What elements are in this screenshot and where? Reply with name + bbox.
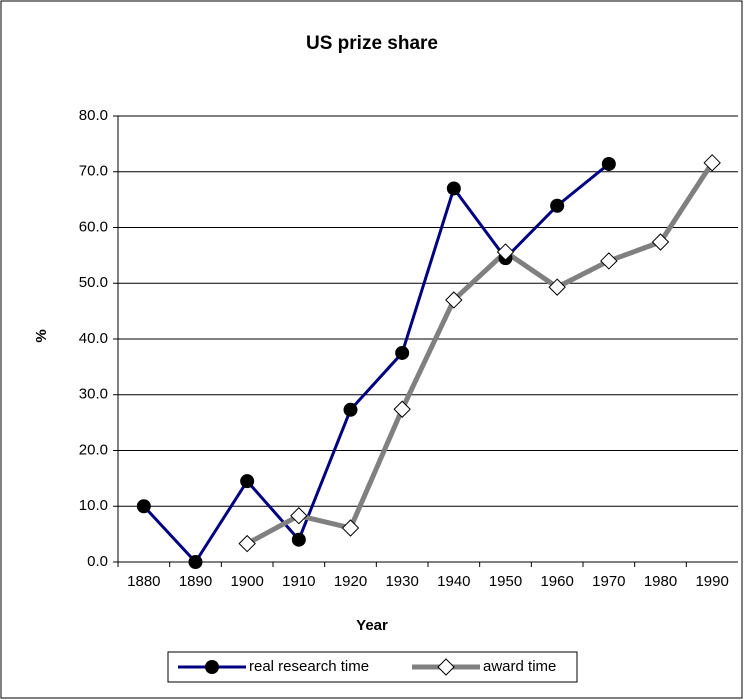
data-point xyxy=(446,181,461,196)
x-tick-label: 1900 xyxy=(230,573,263,590)
data-point xyxy=(703,154,721,172)
y-tick-label: 60.0 xyxy=(79,218,108,235)
legend-marker xyxy=(437,658,455,676)
data-point xyxy=(343,402,358,417)
data-point xyxy=(341,519,360,537)
data-point xyxy=(238,534,256,553)
data-point xyxy=(496,243,515,261)
data-point xyxy=(290,507,308,525)
data-point xyxy=(291,532,306,547)
y-tick-label: 40.0 xyxy=(79,330,108,347)
x-tick-label: 1940 xyxy=(437,573,470,590)
x-tick-label: 1930 xyxy=(385,573,418,590)
data-point xyxy=(550,198,565,213)
x-tick-label: 1880 xyxy=(127,573,160,590)
x-tick-label: 1950 xyxy=(489,573,522,590)
data-point xyxy=(548,278,566,296)
x-tick-label: 1960 xyxy=(540,573,573,590)
x-tick-label: 1910 xyxy=(282,573,315,590)
data-point xyxy=(651,233,670,251)
y-tick-label: 0.0 xyxy=(87,553,108,570)
y-axis-label: % xyxy=(33,329,50,342)
series-line xyxy=(142,162,610,564)
y-tick-label: 20.0 xyxy=(79,441,108,458)
data-point xyxy=(136,499,151,514)
data-point xyxy=(240,474,255,489)
y-tick-label: 10.0 xyxy=(79,497,108,514)
x-tick-label: 1990 xyxy=(695,573,728,590)
data-point xyxy=(445,291,463,309)
legend-label: real research time xyxy=(249,658,369,675)
data-point xyxy=(600,252,618,270)
y-tick-label: 70.0 xyxy=(79,163,108,180)
y-tick-label: 50.0 xyxy=(79,274,108,291)
chart-title: US prize share xyxy=(306,33,438,54)
x-tick-label: 1890 xyxy=(179,573,212,590)
data-point xyxy=(188,555,203,569)
y-tick-label: 80.0 xyxy=(79,107,108,124)
series-line xyxy=(245,161,715,546)
y-tick-label: 30.0 xyxy=(79,386,108,403)
data-point xyxy=(393,400,411,418)
x-tick-label: 1980 xyxy=(644,573,677,590)
x-axis-label: Year xyxy=(356,617,388,634)
data-point xyxy=(395,345,410,360)
x-tick-label: 1970 xyxy=(592,573,625,590)
x-tick-label: 1920 xyxy=(334,573,367,590)
data-point xyxy=(601,156,616,171)
legend-marker xyxy=(205,660,219,674)
legend-label: award time xyxy=(483,658,556,675)
